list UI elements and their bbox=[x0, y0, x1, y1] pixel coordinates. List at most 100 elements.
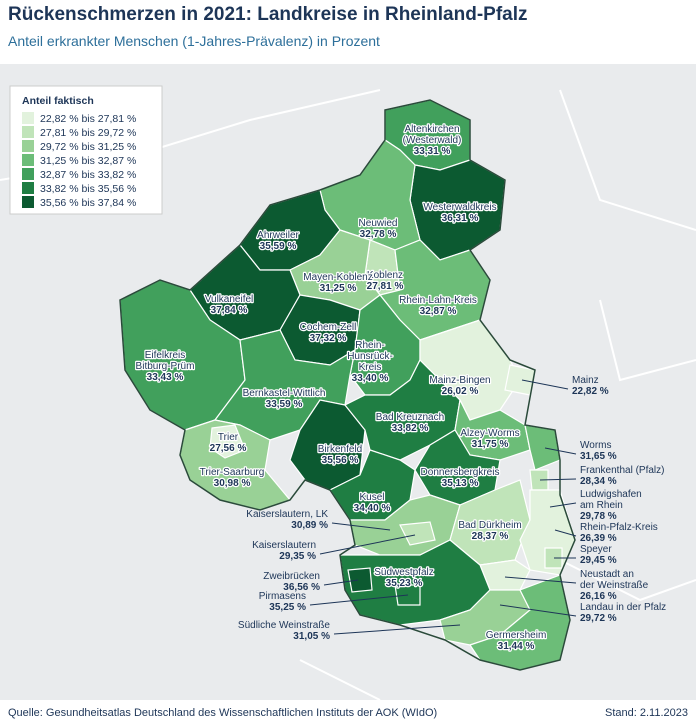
region bbox=[544, 547, 563, 569]
region-name: Kaiserslautern bbox=[252, 540, 316, 551]
region-name: Bad Dürkheim bbox=[458, 520, 521, 531]
leader-line bbox=[544, 447, 577, 455]
region-value: 31,65 % bbox=[580, 451, 617, 462]
region-name: Donnersbergkreis bbox=[421, 467, 500, 478]
region-value: 28,37 % bbox=[472, 531, 509, 542]
regions bbox=[119, 99, 576, 671]
region-name: Altenkirchen bbox=[404, 124, 459, 135]
region-name: Landau in der Pfalz bbox=[580, 602, 666, 613]
region-value: 33,59 % bbox=[266, 399, 303, 410]
legend-swatch bbox=[22, 168, 34, 180]
region-name: Eifelkreis bbox=[145, 350, 186, 361]
region-value: 35,23 % bbox=[386, 578, 423, 589]
leader-line bbox=[549, 502, 577, 508]
region-value: 26,16 % bbox=[580, 591, 617, 602]
legend-title: Anteil faktisch bbox=[22, 95, 94, 107]
neighbor-borders bbox=[0, 89, 696, 701]
region-name: Mainz bbox=[572, 375, 599, 386]
title: Rückenschmerzen in 2021: Landkreise in R… bbox=[8, 4, 528, 25]
region-value: 29,72 % bbox=[580, 613, 617, 624]
leader-line bbox=[319, 534, 416, 555]
region-value: 35,56 % bbox=[322, 455, 359, 466]
region-value: 28,34 % bbox=[580, 476, 617, 487]
region-name: Alzey-Worms bbox=[460, 428, 519, 439]
region-name: Hunsrück- bbox=[347, 351, 393, 362]
legend-label: 33,82 % bis 35,56 % bbox=[40, 183, 136, 195]
legend-label: 22,82 % bis 27,81 % bbox=[40, 113, 136, 125]
region-name: Zweibrücken bbox=[263, 571, 320, 582]
region-name: Ludwigshafen bbox=[580, 489, 642, 500]
region-name: Kaiserslautern, LK bbox=[246, 509, 328, 520]
region-value: 36,56 % bbox=[283, 582, 320, 593]
region-value: 35,13 % bbox=[442, 478, 479, 489]
source: Quelle: Gesundheitsatlas Deutschland des… bbox=[8, 707, 437, 719]
region-name: Kusel bbox=[359, 492, 384, 503]
region-value: 29,45 % bbox=[580, 555, 617, 566]
region-name: am Rhein bbox=[580, 500, 623, 511]
region-value: 31,25 % bbox=[320, 283, 357, 294]
region-name: Neustadt an bbox=[580, 569, 634, 580]
region-name: Westerwaldkreis bbox=[423, 202, 496, 213]
region bbox=[504, 364, 536, 396]
legend-label: 35,56 % bis 37,84 % bbox=[40, 197, 136, 209]
region-value: 31,44 % bbox=[498, 641, 535, 652]
region-name: Worms bbox=[580, 440, 611, 451]
subtitle: Anteil erkrankter Menschen (1-Jahres-Prä… bbox=[8, 33, 380, 49]
legend-swatch bbox=[22, 182, 34, 194]
region-value: 37,84 % bbox=[211, 305, 248, 316]
legend-swatch bbox=[22, 112, 34, 124]
leader-line bbox=[499, 604, 577, 617]
region-value: 22,82 % bbox=[572, 386, 609, 397]
region-name: Bernkastel-Wittlich bbox=[243, 388, 326, 399]
region-value: 29,35 % bbox=[279, 551, 316, 562]
region-name: Germersheim bbox=[486, 630, 547, 641]
leader-line bbox=[554, 529, 577, 537]
region-name: Koblenz bbox=[367, 270, 403, 281]
region-name: Cochem-Zell bbox=[300, 322, 357, 333]
region-value: 27,56 % bbox=[210, 443, 247, 454]
region-value: 33,82 % bbox=[392, 423, 429, 434]
region-value: 26,02 % bbox=[442, 386, 479, 397]
region-name: Trier bbox=[218, 432, 239, 443]
region-name: (Westerwald) bbox=[403, 135, 462, 146]
leader-line bbox=[323, 579, 359, 586]
labels: Altenkirchen(Westerwald)33,31 % Westerwal… bbox=[134, 123, 666, 654]
footer-bg bbox=[0, 700, 696, 725]
leader-line bbox=[333, 624, 461, 635]
region-value: 36,31 % bbox=[442, 213, 479, 224]
region-name: Mayen-Koblenz bbox=[303, 272, 372, 283]
state-outline bbox=[119, 99, 576, 671]
region-name: Frankenthal (Pfalz) bbox=[580, 465, 664, 476]
region-value: 35,59 % bbox=[260, 241, 297, 252]
region-name: Kreis bbox=[359, 362, 382, 373]
leader-line bbox=[504, 576, 577, 584]
region-name: Speyer bbox=[580, 544, 612, 555]
region-value: 31,05 % bbox=[293, 631, 330, 642]
region bbox=[209, 424, 246, 459]
legend-swatch bbox=[22, 140, 34, 152]
region-name: der Weinstraße bbox=[580, 580, 649, 591]
leader-line bbox=[521, 379, 569, 390]
region-name: Bitburg-Prüm bbox=[136, 361, 195, 372]
legend-label: 27,81 % bis 29,72 % bbox=[40, 127, 136, 139]
legend-box bbox=[9, 85, 163, 215]
region-name: Pirmasens bbox=[259, 591, 306, 602]
legend-label: 32,87 % bis 33,82 % bbox=[40, 169, 136, 181]
leader-line bbox=[539, 478, 577, 481]
region-value: 29,78 % bbox=[580, 511, 617, 522]
legend-label: 29,72 % bis 31,25 % bbox=[40, 141, 136, 153]
legend-swatch bbox=[22, 126, 34, 138]
region-name: Bad Kreuznach bbox=[376, 412, 444, 423]
legend-label: 31,25 % bis 32,87 % bbox=[40, 155, 136, 167]
region-name: Rhein- bbox=[355, 340, 384, 351]
leader-line bbox=[309, 594, 409, 606]
legend-swatch bbox=[22, 154, 34, 166]
region-value: 32,87 % bbox=[420, 306, 457, 317]
region-name: Südwestpfalz bbox=[374, 567, 433, 578]
region-value: 33,43 % bbox=[147, 372, 184, 383]
region-name: Neuwied bbox=[359, 218, 398, 229]
region-name: Vulkaneifel bbox=[205, 294, 254, 305]
region-value: 30,98 % bbox=[214, 478, 251, 489]
